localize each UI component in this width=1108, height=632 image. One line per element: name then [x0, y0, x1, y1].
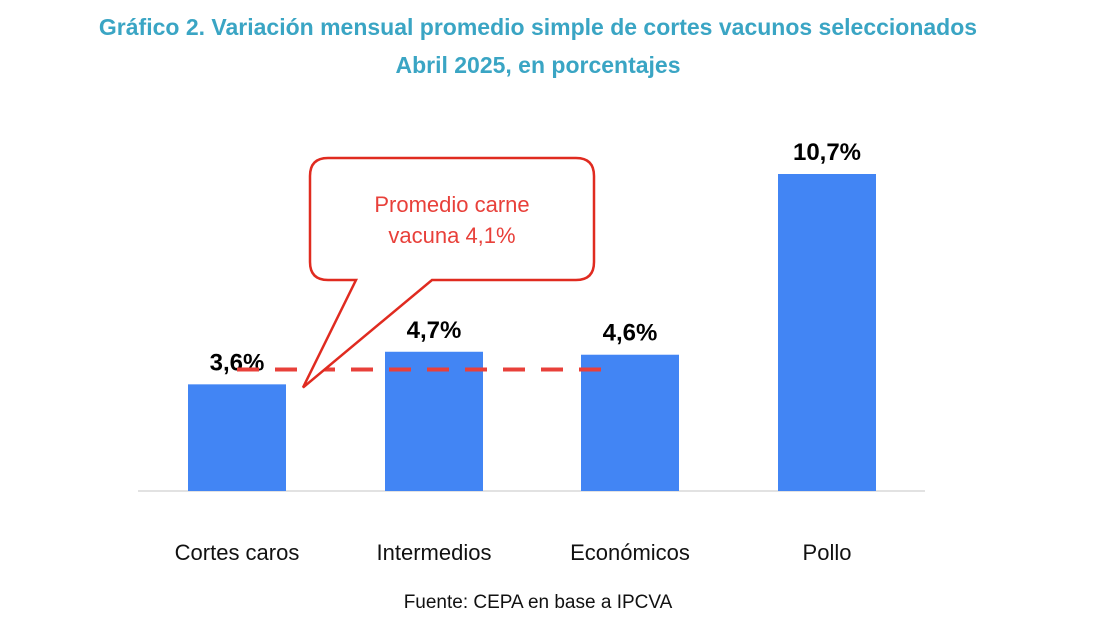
- source-note: Fuente: CEPA en base a IPCVA: [403, 592, 673, 613]
- data-label: 4,6%: [603, 320, 658, 347]
- bar-3: [778, 174, 876, 491]
- bar-2: [581, 354, 679, 491]
- data-label: 3,6%: [210, 349, 265, 376]
- average-callout-text: Promedio carne: [374, 192, 529, 217]
- x-tick-label: Pollo: [803, 540, 852, 565]
- chart-title: Gráfico 2. Variación mensual promedio si…: [98, 14, 978, 40]
- x-tick-label: Intermedios: [377, 540, 492, 565]
- average-callout-text: vacuna 4,1%: [388, 223, 515, 248]
- average-callout: [301, 156, 596, 389]
- x-tick-label: Económicos: [570, 540, 690, 565]
- x-tick-label: Cortes caros: [175, 540, 300, 565]
- bar-1: [385, 351, 483, 491]
- chart-subtitle: Abril 2025, en porcentajes: [395, 52, 681, 78]
- bar-0: [188, 384, 286, 491]
- data-label: 4,7%: [407, 317, 462, 344]
- data-label: 10,7%: [793, 139, 861, 166]
